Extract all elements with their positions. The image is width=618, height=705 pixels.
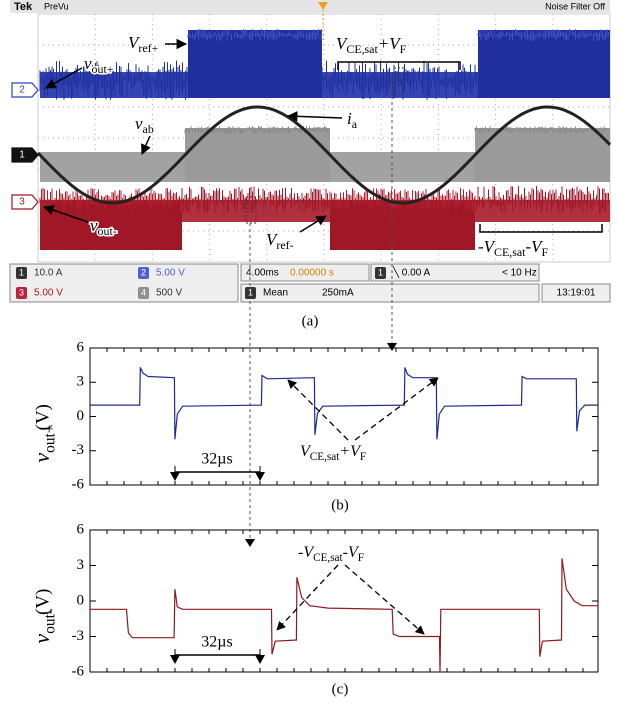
annotation-arrow — [277, 565, 338, 630]
label-part: F — [400, 42, 407, 56]
waveform-block — [478, 30, 610, 98]
label-part: +V — [339, 443, 362, 460]
trigger-frequency: < 10 Hz — [502, 268, 537, 279]
y-tick-label: 3 — [77, 557, 85, 573]
timebase: 4.00ms — [246, 268, 279, 279]
filter-status: Noise Filter Off — [545, 1, 605, 11]
scope-header — [10, 0, 610, 13]
channel-number: 3 — [19, 287, 24, 297]
figure: Tek PreVu Noise Filter Off 4.00ms 0.0000… — [0, 0, 618, 705]
waveform-block — [330, 200, 475, 250]
label-part: v — [29, 634, 54, 644]
plot-frame — [90, 348, 598, 485]
data-line — [90, 558, 598, 672]
channel-scale: 500 V — [156, 288, 182, 299]
clock: 13:19:01 — [557, 288, 596, 299]
channel-scale: 5.00 V — [34, 288, 63, 299]
channel-marker — [12, 148, 38, 162]
scale-arrow — [170, 472, 180, 481]
channel-number: 4 — [141, 287, 146, 297]
channel-number: 1 — [378, 267, 383, 277]
label-part: CE,sat — [346, 42, 378, 56]
measure-name: Mean — [263, 288, 288, 299]
channel-number: 2 — [19, 85, 25, 96]
annotation-arrow — [288, 380, 348, 440]
channel-scale: 10.0 A — [34, 268, 63, 279]
connector-arrow — [245, 539, 255, 547]
channel-number: 1 — [248, 287, 253, 297]
annotation: VCE,sat+VF — [300, 443, 366, 463]
y-axis-unit: (V) — [32, 404, 53, 430]
label-part: CE,sat — [313, 551, 343, 563]
label-part: F — [360, 450, 366, 462]
label-part: out- — [98, 224, 117, 238]
label-part: ref- — [276, 238, 293, 252]
caption: (c) — [332, 681, 349, 697]
position: 0.00000 s — [290, 268, 334, 279]
measure-value: 250mA — [322, 288, 354, 299]
waveform-block — [185, 128, 330, 182]
y-tick-label: -6 — [72, 476, 85, 492]
data-line — [90, 367, 598, 439]
label-part: CE,sat — [494, 245, 526, 259]
y-tick-label: -6 — [72, 663, 85, 679]
waveform-block — [188, 30, 322, 98]
channel-scale: 5.00 V — [156, 268, 185, 279]
scale-label: 32µs — [201, 451, 232, 468]
y-tick-label: 6 — [77, 521, 85, 537]
channel-number: 3 — [19, 197, 25, 208]
label-part: out+ — [92, 62, 114, 76]
mode: PreVu — [44, 1, 69, 11]
channel-number: 2 — [141, 267, 146, 277]
trigger-level: ╲ 0.00 A — [392, 266, 430, 279]
channel-marker — [12, 195, 38, 209]
channel-marker — [12, 83, 38, 97]
y-tick-label: 0 — [77, 408, 85, 424]
label-part: ref+ — [138, 41, 158, 55]
y-axis-unit: (V) — [32, 589, 53, 615]
annotation-arrow — [345, 565, 424, 634]
label-part: ab — [143, 122, 154, 136]
page: {"scope": { "brand": "Tek", "mode": "Pre… — [0, 0, 618, 705]
label-part: a — [352, 117, 358, 131]
y-tick-label: -3 — [72, 628, 85, 644]
annotation-arrow — [355, 378, 438, 440]
y-tick-label: -3 — [72, 442, 85, 458]
annotation: -VCE,sat-VF — [298, 544, 364, 564]
scale-arrow — [255, 655, 265, 664]
label-part: F — [541, 245, 548, 259]
label-part: +V — [378, 34, 402, 53]
caption: (b) — [331, 497, 349, 513]
scale-label: 32µs — [201, 634, 232, 651]
channel-number: 1 — [19, 267, 24, 277]
y-tick-label: 0 — [77, 592, 85, 608]
label-part: CE,sat — [310, 450, 340, 462]
scale-arrow — [255, 472, 265, 481]
caption: (a) — [302, 313, 319, 329]
channel-number: 1 — [19, 150, 25, 161]
label-part: F — [358, 551, 364, 563]
scale-arrow — [170, 655, 180, 664]
y-tick-label: 6 — [77, 339, 85, 355]
brand: Tek — [14, 1, 33, 13]
y-tick-label: 3 — [77, 374, 85, 390]
label-part: v — [29, 453, 54, 463]
